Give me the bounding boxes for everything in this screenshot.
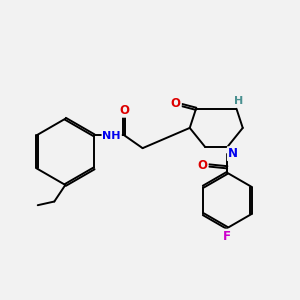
Text: O: O — [119, 104, 129, 117]
Text: O: O — [198, 159, 208, 172]
Text: O: O — [171, 97, 181, 110]
Text: N: N — [228, 147, 238, 160]
Text: NH: NH — [103, 131, 121, 141]
Text: F: F — [223, 230, 231, 243]
Text: H: H — [234, 96, 244, 106]
